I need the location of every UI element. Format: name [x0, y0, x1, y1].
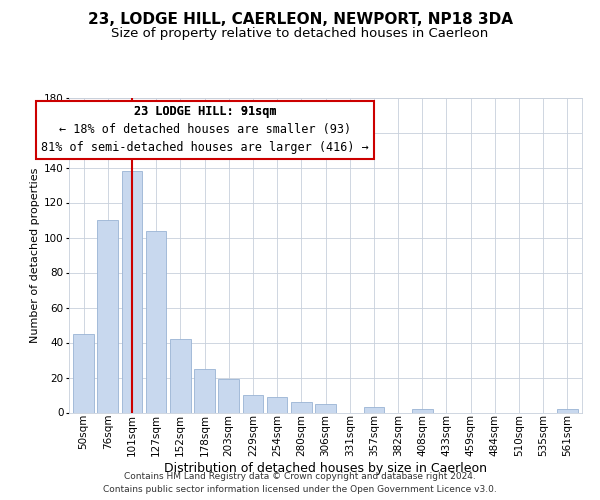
Text: 23 LODGE HILL: 91sqm
← 18% of detached houses are smaller (93)
81% of semi-detac: 23 LODGE HILL: 91sqm ← 18% of detached h…	[41, 106, 369, 154]
Bar	[122, 171, 142, 412]
Text: Contains HM Land Registry data © Crown copyright and database right 2024.: Contains HM Land Registry data © Crown c…	[124, 472, 476, 481]
Bar	[315, 404, 336, 412]
X-axis label: Distribution of detached houses by size in Caerleon: Distribution of detached houses by size …	[164, 462, 487, 474]
Bar	[73, 334, 94, 412]
Bar	[412, 409, 433, 412]
Bar	[291, 402, 311, 412]
Bar	[194, 369, 215, 412]
Text: Contains public sector information licensed under the Open Government Licence v3: Contains public sector information licen…	[103, 484, 497, 494]
Text: 23, LODGE HILL, CAERLEON, NEWPORT, NP18 3DA: 23, LODGE HILL, CAERLEON, NEWPORT, NP18 …	[88, 12, 512, 28]
Bar	[146, 230, 166, 412]
Bar	[218, 379, 239, 412]
Bar	[170, 339, 191, 412]
Bar	[267, 397, 287, 412]
Bar	[242, 395, 263, 412]
Bar	[97, 220, 118, 412]
Text: 23 LODGE HILL: 91sqm: 23 LODGE HILL: 91sqm	[134, 106, 276, 154]
Bar	[364, 407, 384, 412]
Text: Size of property relative to detached houses in Caerleon: Size of property relative to detached ho…	[112, 28, 488, 40]
Bar	[557, 409, 578, 412]
Y-axis label: Number of detached properties: Number of detached properties	[29, 168, 40, 342]
